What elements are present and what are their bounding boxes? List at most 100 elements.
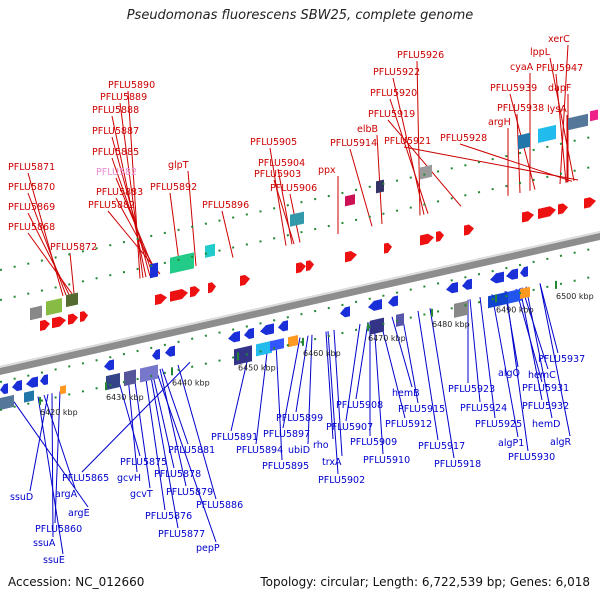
connector-line (43, 394, 76, 489)
protein-domain-block (376, 179, 384, 194)
connector-line (416, 60, 421, 216)
reverse-gene-arrow (152, 349, 160, 360)
gene-label-reverse: trxA (322, 457, 342, 468)
protein-domain-block (46, 298, 62, 316)
protein-domain-block (234, 345, 252, 366)
gene-label-forward: PFLU5872 (50, 242, 97, 253)
connector-line (349, 148, 373, 227)
gene-label-reverse: PFLU5860 (35, 524, 82, 535)
connector-line (273, 179, 295, 244)
forward-gene-arrow (522, 211, 534, 223)
gene-label-forward: PFLU5903 (254, 169, 301, 180)
reverse-gene-arrow (40, 374, 48, 386)
gene-label-forward: PFLU5882 (88, 200, 135, 211)
scale-ticks: 6420 kbp 6430 kbp 6440 kbp 6450 kbp 6460 kbp… (0, 134, 600, 417)
gene-label-forward: xerC (548, 34, 570, 45)
connector-line (144, 372, 166, 511)
tick-label: 6460 kbp (303, 349, 341, 358)
connector-line (333, 329, 343, 457)
connector-line (429, 308, 455, 459)
reverse-gene-arrow (446, 281, 458, 294)
connector-line (521, 287, 549, 370)
connector-line (221, 210, 234, 258)
forward-gene-arrow (240, 274, 250, 286)
reverse-gene-arrow (368, 299, 382, 311)
connector-line (255, 344, 269, 445)
gene-label-reverse: gcvT (130, 489, 153, 500)
connector-line (307, 334, 313, 445)
connector-line (111, 136, 151, 277)
connector-line (539, 283, 559, 354)
gene-label-reverse: argE (68, 508, 90, 519)
gene-label-reverse: PFLU5875 (120, 457, 167, 468)
connector-line (345, 323, 361, 422)
protein-domain-block (520, 286, 530, 299)
gene-label-reverse: PFLU5925 (475, 419, 522, 430)
gene-label-reverse: PFLU5907 (326, 422, 373, 433)
connector-line (376, 134, 383, 225)
reverse-gene-arrow (165, 345, 175, 357)
protein-domain-block (124, 369, 136, 387)
gene-label-forward: PFLU5870 (8, 182, 55, 193)
gene-label-forward: cyaA (510, 62, 534, 73)
protein-domain-block (290, 211, 304, 227)
reverse-gene-arrow (462, 278, 472, 290)
gene-label-forward: PFLU5883 (96, 187, 143, 198)
connector-line (81, 361, 191, 473)
protein-domain-block (270, 338, 284, 352)
reverse-gene-arrow (520, 266, 528, 278)
connector-line (177, 364, 217, 500)
genome-backbone (0, 231, 600, 375)
reverse-gene-arrow (340, 306, 350, 318)
reverse-gene-arrow (244, 327, 254, 339)
protein-domain-block (590, 109, 598, 122)
tick-label: 6450 kbp (238, 363, 276, 372)
protein-domain-block (0, 394, 14, 410)
tick-label: 6420 kbp (40, 408, 78, 417)
connector-line (69, 252, 75, 294)
accession-text: Accession: NC_012660 (8, 575, 145, 589)
connector-line (401, 314, 419, 404)
forward-gene-arrow (306, 260, 314, 272)
gene-label-forward: PFLU5947 (536, 63, 583, 74)
gene-label-forward: PFLU5904 (258, 158, 305, 169)
connector-line (161, 368, 189, 445)
connector-line (519, 287, 543, 401)
reverse-gene-arrow (0, 383, 8, 395)
reverse-gene-arrow (104, 359, 114, 371)
tick-label: 6490 kbp (496, 305, 534, 314)
map-title: Pseudomonas fluorescens SBW25, complete … (126, 8, 474, 23)
gene-labels: PFLU5871 PFLU5870 PFLU5869 PFLU5868 PFLU5872… (8, 34, 585, 566)
protein-domain-block (568, 113, 588, 131)
connector-line (269, 147, 287, 246)
protein-domain-block (30, 305, 42, 321)
forward-gene-arrow (420, 233, 434, 246)
gene-label-reverse: algQ (498, 368, 520, 379)
gene-label-forward: PFLU5914 (330, 138, 377, 149)
gene-label-forward: PFLU5919 (368, 109, 415, 120)
gene-label-reverse: PFLU5937 (538, 354, 585, 365)
connector-line (505, 291, 529, 452)
forward-gene-arrow (52, 316, 66, 329)
gene-features (0, 109, 598, 410)
gene-label-reverse: PFLU5908 (336, 400, 383, 411)
connector-line (277, 168, 293, 245)
forward-gene-arrow (190, 286, 200, 298)
gene-label-reverse: PFLU5894 (236, 445, 283, 456)
connector-line (539, 283, 571, 437)
gene-label-reverse: PFLU5897 (263, 429, 310, 440)
gene-label-reverse: PFLU5912 (385, 419, 432, 430)
connector-line (469, 299, 481, 403)
gene-label-forward: PFLU5871 (8, 162, 55, 173)
forward-gene-arrow (68, 313, 78, 325)
reverse-gene-arrow (260, 323, 274, 336)
gene-label-forward: PFLU582 (96, 167, 137, 178)
gene-label-reverse: PFLU5918 (434, 459, 481, 470)
connector-line (325, 331, 334, 440)
forward-gene-arrow (155, 293, 167, 306)
gene-label-forward: PFLU5892 (150, 182, 197, 193)
gene-label-forward: PFLU5921 (384, 136, 431, 147)
gene-label-reverse: hemC (528, 370, 556, 381)
gene-label-reverse: ubiD (288, 445, 310, 456)
gene-label-reverse: ssuE (43, 555, 65, 566)
